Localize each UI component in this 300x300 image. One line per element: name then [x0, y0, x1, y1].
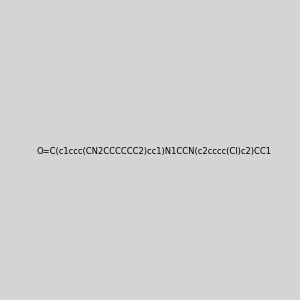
- Text: O=C(c1ccc(CN2CCCCCC2)cc1)N1CCN(c2cccc(Cl)c2)CC1: O=C(c1ccc(CN2CCCCCC2)cc1)N1CCN(c2cccc(Cl…: [36, 147, 271, 156]
